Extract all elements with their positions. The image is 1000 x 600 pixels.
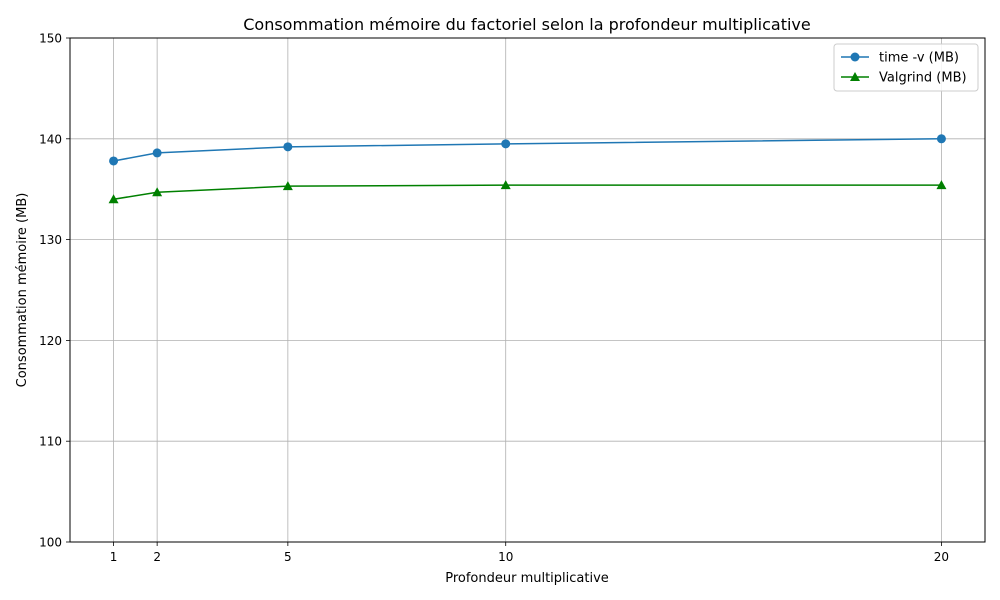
data-point: [109, 156, 119, 166]
legend-label-valgrind: Valgrind (MB): [879, 71, 967, 86]
legend-marker-valgrind: [850, 72, 860, 81]
chart-title: Consommation mémoire du factoriel selon …: [243, 15, 811, 34]
data-point: [108, 194, 119, 204]
series-line-1: [113, 184, 942, 201]
legend-box: [833, 43, 979, 92]
axis-ticks: 1 2 5 10 20 100 110 120 130 140 150: [39, 32, 949, 565]
legend-label-time-v: time -v (MB): [879, 51, 959, 66]
data-point: [936, 134, 946, 144]
data-point: [500, 180, 511, 190]
y-tick-label: 120: [39, 334, 62, 348]
series-layer: [108, 134, 947, 204]
data-point: [283, 142, 293, 152]
plot-area-frame: [69, 37, 986, 543]
y-tick-label: 140: [39, 132, 62, 146]
y-tick-label: 110: [39, 435, 62, 449]
x-tick-label: 1: [110, 550, 118, 564]
y-tick-label: 100: [39, 536, 62, 550]
series-1: [108, 180, 947, 204]
y-axis-label: Consommation mémoire (MB): [15, 193, 30, 388]
legend-marker-time-v: [850, 52, 860, 62]
grid: [70, 37, 985, 543]
x-tick-label: 20: [934, 550, 949, 564]
x-tick-label: 10: [498, 550, 513, 564]
data-point: [152, 148, 162, 158]
series-line-0: [113, 138, 942, 162]
x-tick-label: 2: [153, 550, 161, 564]
data-point: [282, 181, 293, 191]
y-tick-label: 150: [39, 32, 62, 46]
data-point: [501, 139, 511, 149]
x-axis-label: Profondeur multiplicative: [445, 571, 609, 586]
data-point: [936, 180, 947, 190]
legend: time -v (MB) Valgrind (MB): [833, 43, 979, 92]
series-0: [109, 134, 946, 166]
x-tick-label: 5: [284, 550, 292, 564]
y-tick-label: 130: [39, 233, 62, 247]
data-point: [152, 187, 163, 197]
